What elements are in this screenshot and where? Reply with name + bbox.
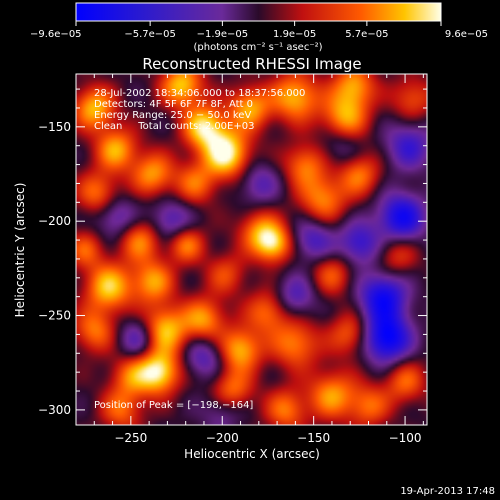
- annotation-peak-position: Position of Peak = [−198,−164]: [94, 400, 253, 411]
- plot-frame: [75, 73, 428, 426]
- colorbar-ticks: −9.6e−05 −5.7e−05 −1.9e−05 1.9e−05 5.7e−05 9.…: [30, 21, 488, 40]
- annotation-detectors: Detectors: 4F 5F 6F 7F 8F, Att 0: [94, 99, 253, 110]
- x-tick-label: −250: [114, 431, 147, 445]
- colorbar-tick-label: −5.7e−05: [124, 29, 176, 40]
- y-axis-label: Heliocentric Y (arcsec): [13, 183, 27, 318]
- y-tick-label: −150: [38, 120, 71, 134]
- y-tick-label: −250: [38, 309, 71, 323]
- annotation-time-range: 28‑Jul‑2002 18:34:06.000 to 18:37:56.000: [94, 88, 305, 99]
- chart-title: Reconstructed RHESSI Image: [142, 55, 361, 73]
- y-tick-label: −300: [38, 403, 71, 417]
- colorbar-tick-label: 5.7e−05: [345, 29, 388, 40]
- annotation-energy-range: Energy Range: 25.0 − 50.0 keV: [94, 110, 251, 121]
- colorbar-tick-label: −1.9e−05: [197, 29, 249, 40]
- colorbar-units: (photons cm⁻² s⁻¹ asec⁻²): [193, 42, 322, 53]
- footer-timestamp: 19‑Apr‑2013 17:48: [400, 486, 495, 497]
- annotation-clean-counts: Clean Total counts: 2.00E+03: [94, 121, 254, 132]
- colorbar-tick-label: −9.6e−05: [30, 29, 82, 40]
- y-tick-labels: −300 −250 −200 −150: [38, 120, 71, 417]
- y-tick-label: −200: [38, 214, 71, 228]
- x-tick-labels: −250 −200 −150 −100: [114, 431, 421, 445]
- heatmap-image: [76, 74, 427, 425]
- x-tick-label: −200: [206, 431, 239, 445]
- colorbar-tick-label: 1.9e−05: [273, 29, 316, 40]
- colorbar-tick-label: 9.6e−05: [445, 29, 488, 40]
- x-axis-label: Heliocentric X (arcsec): [184, 447, 320, 461]
- axis-ticks: [75, 74, 427, 425]
- colorbar: [75, 2, 442, 22]
- x-tick-label: −100: [389, 431, 422, 445]
- x-tick-label: −150: [297, 431, 330, 445]
